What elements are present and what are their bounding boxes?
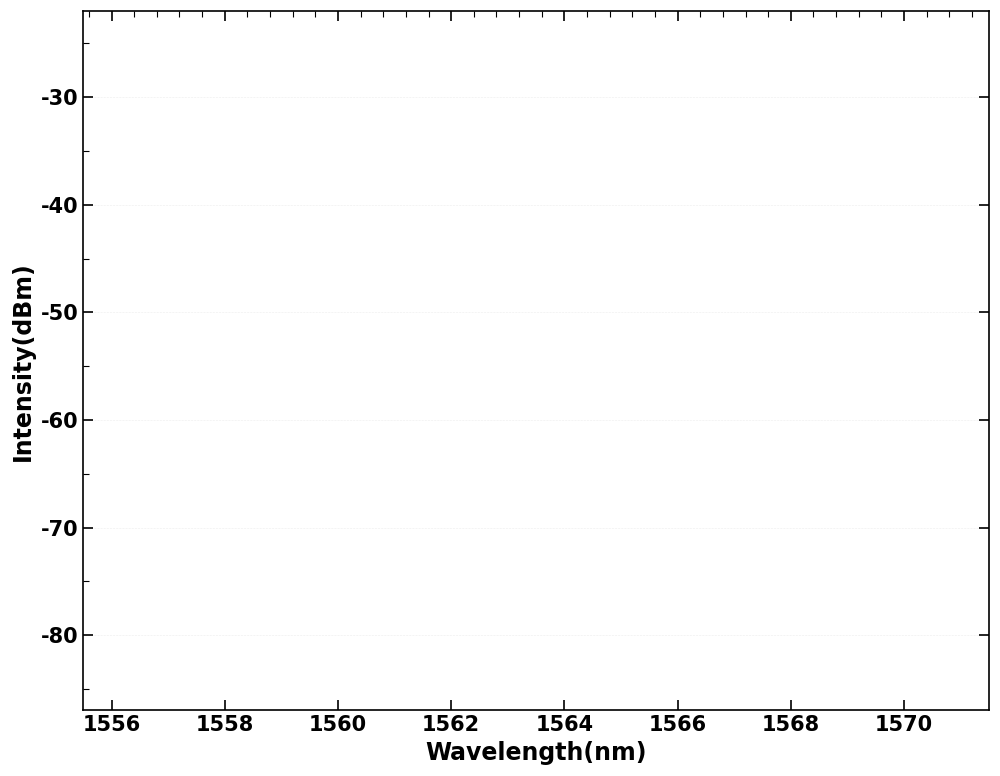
Y-axis label: Intensity(dBm): Intensity(dBm) — [11, 261, 35, 461]
X-axis label: Wavelength(nm): Wavelength(nm) — [425, 741, 647, 765]
